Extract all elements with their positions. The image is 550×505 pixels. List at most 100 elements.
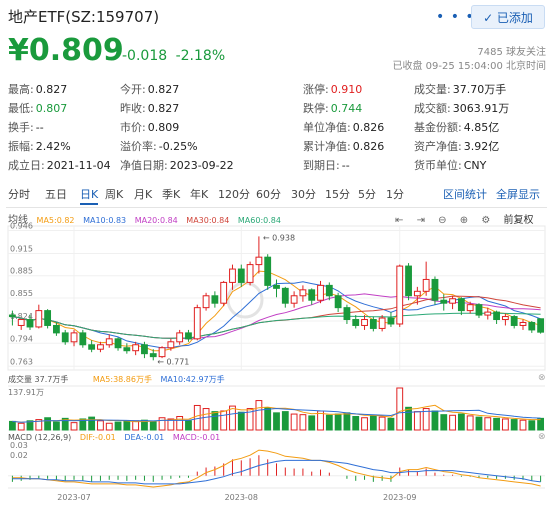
added-watchlist-button[interactable]: ✓ 已添加	[471, 5, 545, 29]
close-volume-icon[interactable]: ⊗	[538, 373, 546, 383]
close-macd-icon[interactable]: ⊗	[538, 432, 546, 442]
adjust-mode-button[interactable]: 前复权	[503, 215, 534, 226]
volume-bar	[114, 421, 122, 431]
volume-bar	[519, 419, 527, 431]
ma60-line	[12, 312, 541, 339]
more-options-icon[interactable]: • • •	[436, 9, 475, 25]
candle-body	[8, 314, 16, 318]
ma-prefix: 均线	[8, 215, 28, 226]
candle-body	[352, 319, 360, 326]
volume-bar	[97, 420, 104, 431]
scroll-left-icon[interactable]: ⇤	[395, 215, 404, 226]
candle-body	[343, 307, 351, 321]
quote-label: 涨停:	[303, 83, 329, 96]
zoom-in-icon[interactable]: ⊕	[459, 215, 469, 226]
volume-bar	[369, 415, 377, 431]
price-tick-label: 0.885	[10, 267, 33, 276]
macd-label: MACD:-0.01	[172, 433, 221, 442]
change-percent: -2.18%	[175, 48, 226, 64]
tab-period[interactable]: 周K	[105, 188, 124, 201]
candle-body	[26, 319, 34, 328]
tab-period[interactable]: 月K	[134, 188, 153, 201]
quote-label: 最高:	[8, 83, 34, 96]
scroll-right-icon[interactable]: ⇥	[416, 215, 425, 226]
volume-bar	[264, 407, 272, 431]
quote-value: 0.827	[147, 83, 180, 96]
volume-bar	[343, 412, 351, 431]
candle-body	[317, 284, 324, 301]
tab-period[interactable]: 60分	[256, 188, 281, 201]
tab-period[interactable]: 15分	[325, 188, 350, 201]
candle-body	[132, 344, 140, 352]
candle-body	[44, 310, 52, 326]
volume-bar	[466, 415, 474, 431]
quote-label: 今开:	[120, 83, 146, 96]
quote-item: 成交额: 3063.91万	[414, 100, 509, 116]
volume-ma5-label: MA5:38.86万手	[92, 375, 152, 384]
quote-value: 0.827	[147, 102, 180, 115]
candle-body	[281, 287, 289, 304]
quote-value: 2.42%	[35, 140, 71, 153]
macd_dea-line	[12, 459, 541, 485]
candle-body	[325, 284, 333, 297]
range-stats-link[interactable]: 区间统计	[443, 188, 487, 201]
tab-period[interactable]: 1分	[386, 188, 404, 201]
volume-bar	[484, 417, 492, 431]
candle-body	[70, 332, 78, 343]
volume-bar	[405, 406, 412, 431]
quote-label: 振幅:	[8, 140, 34, 153]
volume-bar	[431, 410, 439, 431]
max-price-label: ← 0.938	[263, 233, 295, 242]
ma20-label: MA20:0.84	[134, 216, 178, 225]
volume-bar	[475, 416, 483, 431]
quote-item: 货币单位: CNY	[414, 157, 486, 173]
volume-bar	[493, 417, 500, 431]
zoom-out-icon[interactable]: ⊖	[438, 215, 447, 226]
candle-body	[105, 338, 113, 346]
volume-bar	[158, 417, 166, 431]
volume-bar	[246, 408, 254, 431]
volume-bar	[352, 416, 360, 431]
quote-value: 0.827	[35, 83, 68, 96]
tab-period[interactable]: 30分	[291, 188, 316, 201]
candle-body	[457, 298, 465, 312]
price-tick-label: 0.855	[10, 289, 33, 298]
tab-period[interactable]: 120分	[218, 188, 250, 201]
tab-period[interactable]: 日K	[80, 186, 99, 205]
candle-body	[229, 268, 236, 283]
ma30-label: MA30:0.84	[186, 216, 230, 225]
quote-item: 跌停: 0.744	[303, 100, 362, 116]
volume-bar	[8, 420, 16, 431]
quote-item: 溢价率: -0.25%	[120, 138, 198, 154]
settings-icon[interactable]: ⚙	[481, 215, 491, 226]
quote-value: 0.744	[330, 102, 363, 115]
tab-period[interactable]: 季K	[162, 188, 181, 201]
candle-body	[114, 338, 122, 349]
volume-max-label: 137.91万	[8, 388, 44, 397]
candle-body	[79, 332, 87, 346]
tab-period[interactable]: 年K	[190, 188, 209, 201]
volume-bar	[308, 415, 316, 431]
tab-period[interactable]: 分时	[8, 188, 30, 201]
quote-item: 到期日: --	[303, 157, 350, 173]
candle-body	[123, 347, 131, 352]
x-axis-label: 2023-09	[383, 493, 416, 502]
quote-label: 净值日期:	[120, 159, 168, 172]
volume-bar	[123, 420, 131, 431]
tab-period[interactable]: 五日	[45, 188, 67, 201]
macd-name: MACD (12,26,9)	[8, 433, 72, 442]
quote-label: 到期日:	[303, 159, 340, 172]
quote-item: 成立日: 2021-11-04	[8, 157, 111, 173]
quote-value: 0.826	[352, 140, 385, 153]
tab-period[interactable]: 5分	[358, 188, 376, 201]
quote-value: -0.25%	[158, 140, 198, 153]
fullscreen-link[interactable]: 全屏显示	[496, 188, 540, 201]
volume-bar	[26, 420, 34, 431]
quote-label: 最低:	[8, 102, 34, 115]
candle-body	[273, 284, 280, 289]
market-status: 已收盘 09-25 15:04:00 北京时间	[392, 61, 546, 72]
volume-bar	[185, 420, 192, 431]
candle-body	[149, 353, 157, 358]
candle-body	[246, 264, 254, 283]
